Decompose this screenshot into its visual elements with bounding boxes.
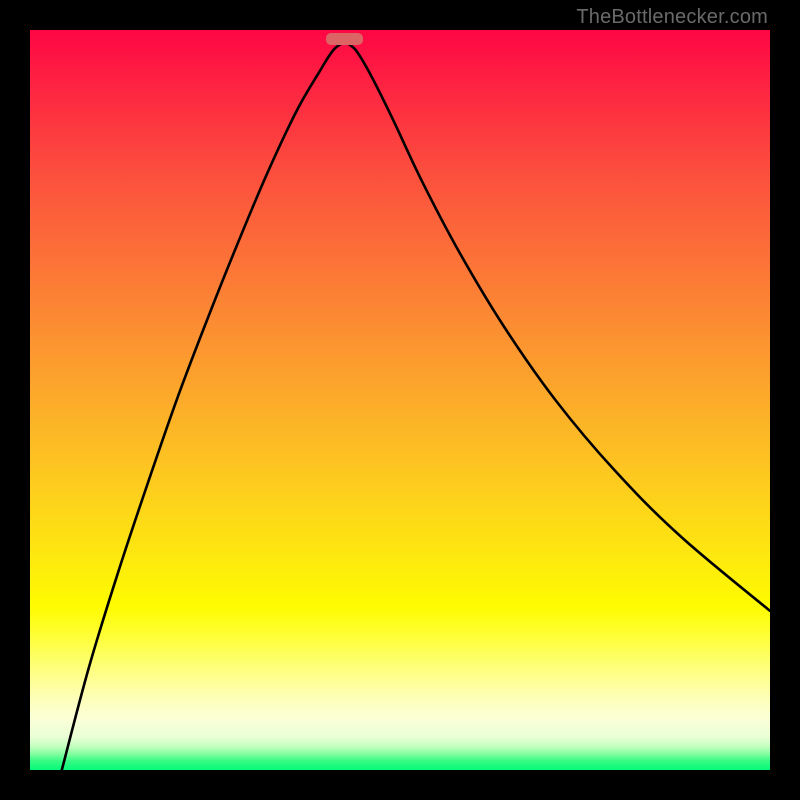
optimal-marker	[326, 33, 363, 45]
bottleneck-curves	[30, 30, 770, 770]
plot-area	[30, 30, 770, 770]
left-curve	[62, 42, 345, 770]
right-curve	[345, 42, 771, 611]
watermark-text: TheBottlenecker.com	[576, 6, 768, 29]
